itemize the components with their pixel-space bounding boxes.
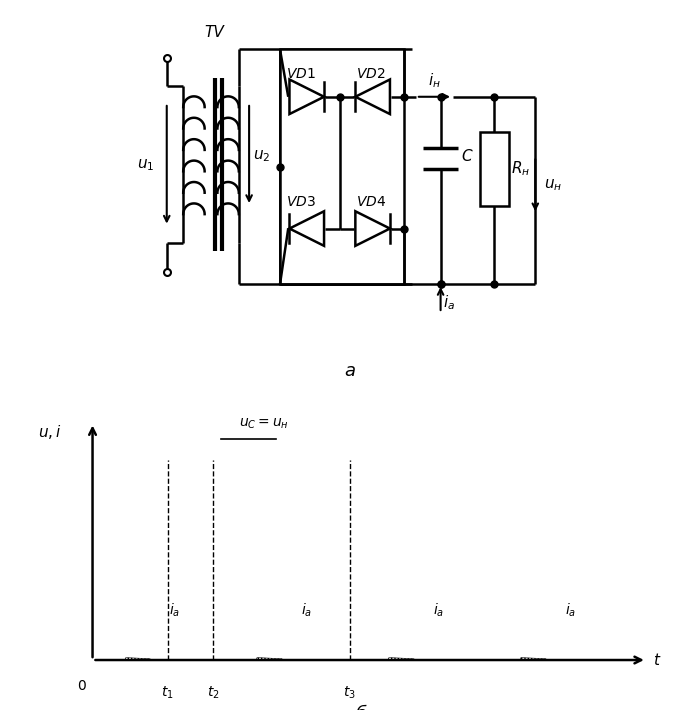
Text: $u, i$: $u, i$	[38, 422, 62, 441]
Text: $C$: $C$	[461, 148, 474, 165]
Text: $t_1$: $t_1$	[162, 684, 174, 701]
Text: $t_3$: $t_3$	[344, 684, 356, 701]
Text: $u_1$: $u_1$	[137, 157, 155, 173]
Text: a: a	[344, 361, 356, 380]
Text: $i_a$: $i_a$	[433, 601, 444, 619]
Text: $t_2$: $t_2$	[207, 684, 220, 701]
Text: $u_C = u_{н}$: $u_C = u_{н}$	[239, 417, 289, 431]
Text: $i_a$: $i_a$	[301, 601, 312, 619]
Text: $VD4$: $VD4$	[356, 195, 386, 209]
Text: $VD1$: $VD1$	[286, 67, 316, 81]
Bar	[480, 132, 508, 206]
Text: $i_a$: $i_a$	[169, 601, 180, 619]
Text: $i_{н}$: $i_{н}$	[428, 71, 441, 89]
Text: $0$: $0$	[76, 679, 86, 693]
Text: $t$: $t$	[653, 652, 662, 668]
Text: $VD3$: $VD3$	[286, 195, 316, 209]
Text: TV: TV	[204, 26, 224, 40]
Text: $i_a$: $i_a$	[565, 601, 576, 619]
Text: $R_{н}$: $R_{н}$	[512, 160, 531, 178]
Text: б: б	[355, 705, 366, 710]
Text: $i_a$: $i_a$	[442, 293, 455, 312]
Text: $VD2$: $VD2$	[356, 67, 386, 81]
Text: $u_{н}$: $u_{н}$	[545, 178, 563, 193]
Bar	[280, 50, 403, 284]
Text: $u_2$: $u_2$	[253, 148, 270, 164]
